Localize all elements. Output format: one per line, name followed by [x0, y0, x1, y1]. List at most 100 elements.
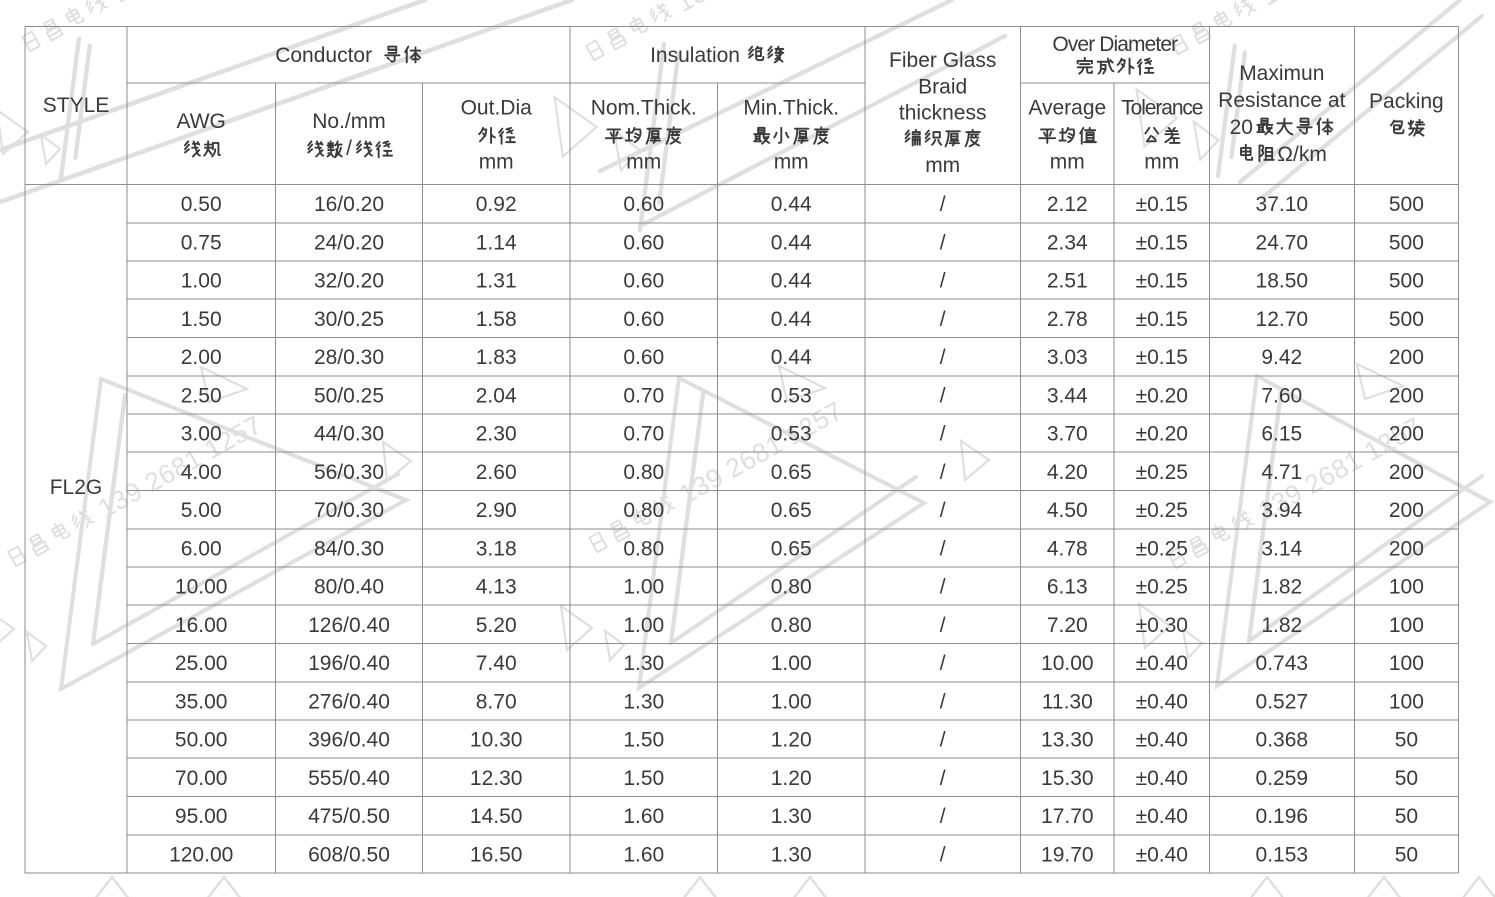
svg-text:FL2G: FL2G: [50, 476, 103, 499]
svg-text:/: /: [940, 614, 946, 637]
svg-text:475/0.50: 475/0.50: [308, 805, 390, 828]
svg-text:Tolerance: Tolerance: [1121, 96, 1203, 119]
svg-text:0.44: 0.44: [771, 346, 812, 369]
svg-text:200: 200: [1389, 499, 1424, 522]
svg-text:±0.20: ±0.20: [1136, 423, 1188, 446]
svg-text:2.04: 2.04: [476, 385, 517, 408]
svg-text:5.20: 5.20: [476, 614, 517, 637]
svg-text:200: 200: [1389, 461, 1424, 484]
svg-text:11.30: 11.30: [1042, 691, 1093, 714]
svg-text:Out.Dia: Out.Dia: [461, 96, 533, 119]
svg-text:0.44: 0.44: [771, 193, 812, 216]
svg-text:Nom.Thick.: Nom.Thick.: [591, 96, 697, 119]
svg-text:0.80: 0.80: [771, 614, 812, 637]
svg-text:AWG: AWG: [177, 110, 226, 133]
svg-text:0.50: 0.50: [181, 193, 222, 216]
svg-text:3.70: 3.70: [1047, 423, 1088, 446]
svg-text:0.80: 0.80: [623, 499, 664, 522]
svg-text:0.259: 0.259: [1256, 767, 1309, 790]
svg-text:35.00: 35.00: [175, 691, 228, 714]
svg-text:12.30: 12.30: [470, 767, 523, 790]
svg-text:1.00: 1.00: [181, 270, 222, 293]
svg-text:3.94: 3.94: [1261, 499, 1302, 522]
svg-text:Min.Thick.: Min.Thick.: [743, 96, 839, 119]
svg-text:32/0.20: 32/0.20: [314, 270, 384, 293]
svg-text:12.70: 12.70: [1256, 308, 1309, 331]
svg-text:200: 200: [1389, 346, 1424, 369]
svg-text:3.18: 3.18: [476, 538, 517, 561]
svg-text:500: 500: [1389, 308, 1424, 331]
svg-text:30/0.25: 30/0.25: [314, 308, 384, 331]
svg-text:1.50: 1.50: [181, 308, 222, 331]
svg-text:Conductor: Conductor: [275, 44, 372, 67]
svg-text:7.60: 7.60: [1261, 385, 1302, 408]
svg-text:4.13: 4.13: [476, 576, 517, 599]
svg-text:20: 20: [1230, 116, 1253, 139]
svg-text:thickness: thickness: [899, 102, 987, 125]
svg-text:2.90: 2.90: [476, 499, 517, 522]
svg-text:80/0.40: 80/0.40: [314, 576, 384, 599]
svg-text:50: 50: [1395, 844, 1418, 867]
svg-text:3.00: 3.00: [181, 423, 222, 446]
svg-text:608/0.50: 608/0.50: [308, 844, 390, 867]
svg-text:1.30: 1.30: [771, 805, 812, 828]
svg-text:0.153: 0.153: [1256, 844, 1309, 867]
svg-text:100: 100: [1389, 614, 1424, 637]
svg-text:0.60: 0.60: [623, 193, 664, 216]
svg-text:2.50: 2.50: [181, 385, 222, 408]
svg-text:2.12: 2.12: [1047, 193, 1088, 216]
svg-text:5.00: 5.00: [181, 499, 222, 522]
svg-text:19.70: 19.70: [1041, 844, 1094, 867]
svg-text:50/0.25: 50/0.25: [314, 385, 384, 408]
svg-text:10.00: 10.00: [1041, 652, 1094, 675]
svg-text:1.00: 1.00: [771, 652, 812, 675]
svg-text:1.82: 1.82: [1261, 576, 1302, 599]
svg-text:0.65: 0.65: [771, 461, 812, 484]
svg-text:4.20: 4.20: [1047, 461, 1088, 484]
svg-text:3.03: 3.03: [1047, 346, 1088, 369]
svg-text:1.00: 1.00: [623, 576, 664, 599]
svg-text:2.30: 2.30: [476, 423, 517, 446]
svg-text:196/0.40: 196/0.40: [308, 652, 390, 675]
svg-text:1.83: 1.83: [476, 346, 517, 369]
svg-text:±0.15: ±0.15: [1136, 232, 1188, 255]
svg-text:/: /: [940, 538, 946, 561]
svg-text:mm: mm: [774, 150, 809, 173]
svg-text:±0.40: ±0.40: [1136, 691, 1188, 714]
svg-text:1.30: 1.30: [771, 844, 812, 867]
svg-text:0.60: 0.60: [623, 232, 664, 255]
svg-text:500: 500: [1389, 270, 1424, 293]
svg-text:±0.15: ±0.15: [1136, 346, 1188, 369]
svg-text:Resistance at: Resistance at: [1218, 89, 1345, 112]
svg-text:Packing: Packing: [1369, 90, 1444, 113]
svg-text:16.00: 16.00: [175, 614, 228, 637]
svg-text:276/0.40: 276/0.40: [308, 691, 390, 714]
svg-text:1.50: 1.50: [623, 729, 664, 752]
svg-text:13.30: 13.30: [1041, 729, 1094, 752]
svg-text:±0.40: ±0.40: [1136, 767, 1188, 790]
svg-text:1.20: 1.20: [771, 729, 812, 752]
svg-text:mm: mm: [1050, 150, 1085, 173]
svg-text:555/0.40: 555/0.40: [308, 767, 390, 790]
svg-text:±0.15: ±0.15: [1136, 308, 1188, 331]
svg-text:70.00: 70.00: [175, 767, 228, 790]
svg-text:0.80: 0.80: [623, 538, 664, 561]
svg-text:1.60: 1.60: [623, 844, 664, 867]
svg-text:0.70: 0.70: [623, 385, 664, 408]
svg-text:0.65: 0.65: [771, 538, 812, 561]
svg-text:28/0.30: 28/0.30: [314, 346, 384, 369]
svg-text:1.30: 1.30: [623, 691, 664, 714]
svg-text:84/0.30: 84/0.30: [314, 538, 384, 561]
svg-text:/: /: [940, 691, 946, 714]
svg-text:56/0.30: 56/0.30: [314, 461, 384, 484]
svg-text:0.44: 0.44: [771, 308, 812, 331]
svg-text:17.70: 17.70: [1041, 805, 1094, 828]
svg-text:±0.40: ±0.40: [1136, 652, 1188, 675]
svg-text:100: 100: [1389, 652, 1424, 675]
svg-text:200: 200: [1389, 538, 1424, 561]
svg-text:/: /: [940, 193, 946, 216]
svg-text:/: /: [940, 767, 946, 790]
svg-text:No./mm: No./mm: [312, 110, 386, 133]
svg-text:24/0.20: 24/0.20: [314, 232, 384, 255]
svg-text:6.00: 6.00: [181, 538, 222, 561]
